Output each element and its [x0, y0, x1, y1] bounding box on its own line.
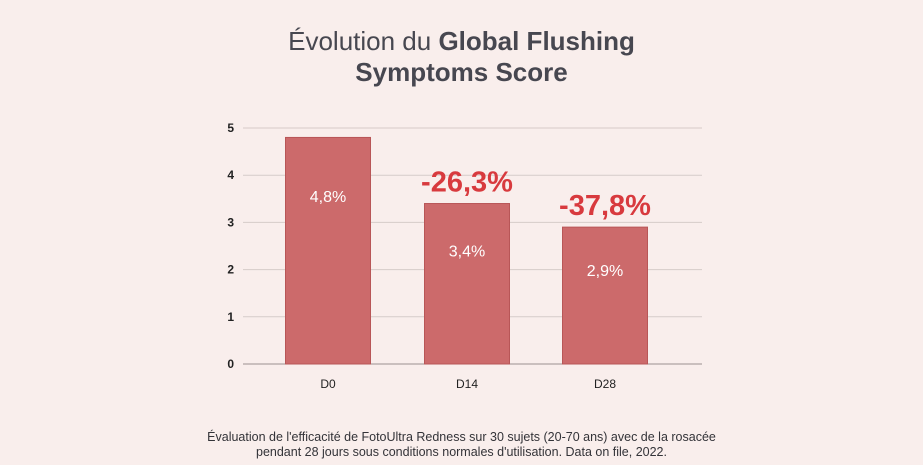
x-tick-label: D14 — [456, 377, 478, 391]
chart-title: Évolution du Global Flushing Symptoms Sc… — [0, 26, 923, 88]
chart-title-bold-2: Symptoms Score — [355, 57, 568, 87]
bar-value-label: 4,8% — [310, 189, 346, 206]
x-tick-label: D0 — [320, 377, 336, 391]
chart-title-light: Évolution du — [288, 26, 439, 56]
y-tick-label: 2 — [227, 263, 234, 277]
change-label: -37,8% — [559, 190, 651, 222]
y-tick-label: 5 — [227, 121, 234, 135]
chart-title-bold-1: Global Flushing — [438, 26, 635, 56]
change-label: -26,3% — [421, 167, 513, 199]
bar-value-label: 2,9% — [587, 263, 623, 280]
bar — [424, 203, 510, 365]
footnote: Évaluation de l'efficacité de FotoUltra … — [0, 430, 923, 460]
y-tick-label: 3 — [227, 215, 234, 229]
footnote-line-2: pendant 28 jours sous conditions normale… — [256, 445, 667, 459]
y-tick-label: 0 — [227, 357, 234, 371]
y-tick-label: 4 — [227, 168, 234, 182]
x-tick-label: D28 — [594, 377, 616, 391]
footnote-line-1: Évaluation de l'efficacité de FotoUltra … — [207, 430, 716, 444]
bar-value-label: 3,4% — [449, 243, 485, 260]
bar — [285, 136, 371, 365]
y-tick-label: 1 — [227, 310, 234, 324]
bar — [562, 226, 648, 365]
